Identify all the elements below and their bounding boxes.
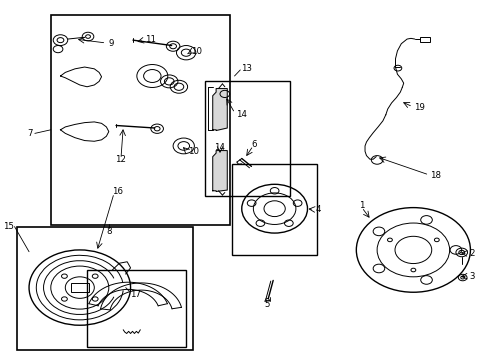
Text: 19: 19 <box>413 103 424 112</box>
Text: 3: 3 <box>468 271 473 280</box>
Bar <box>232 164 316 255</box>
Text: 18: 18 <box>429 171 440 180</box>
Polygon shape <box>212 150 227 192</box>
Text: 10: 10 <box>191 47 202 56</box>
Text: 6: 6 <box>251 140 256 149</box>
Text: 12: 12 <box>115 156 126 165</box>
Text: 2: 2 <box>468 249 473 258</box>
Text: 10: 10 <box>187 147 198 156</box>
Text: 9: 9 <box>109 39 114 48</box>
Text: 14: 14 <box>213 143 224 152</box>
Text: 4: 4 <box>315 205 320 214</box>
Bar <box>71 283 88 292</box>
Text: 11: 11 <box>145 35 156 44</box>
Bar <box>51 15 229 225</box>
Bar <box>87 270 186 347</box>
Text: 16: 16 <box>112 187 123 196</box>
Bar <box>17 226 193 350</box>
Polygon shape <box>212 89 227 131</box>
Text: 5: 5 <box>264 300 269 309</box>
Text: 15: 15 <box>2 222 14 231</box>
Text: 8: 8 <box>106 228 111 237</box>
Text: 13: 13 <box>240 64 251 73</box>
Text: 7: 7 <box>27 129 33 138</box>
Text: 14: 14 <box>236 110 246 119</box>
Text: 17: 17 <box>129 289 141 298</box>
Bar <box>419 37 429 41</box>
Bar <box>205 81 289 196</box>
Text: 1: 1 <box>358 201 364 210</box>
